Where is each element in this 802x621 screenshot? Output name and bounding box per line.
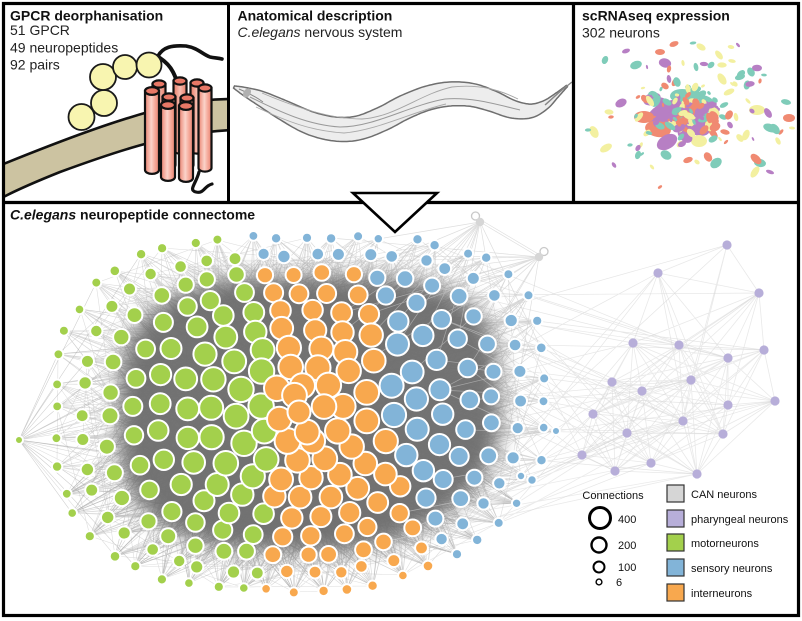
svg-text:302 neurons: 302 neurons bbox=[582, 25, 660, 41]
svg-text:motorneurons: motorneurons bbox=[691, 538, 759, 550]
svg-text:C.elegans neuropeptide connect: C.elegans neuropeptide connectome bbox=[10, 207, 255, 223]
svg-text:6: 6 bbox=[616, 577, 622, 589]
svg-text:92 pairs: 92 pairs bbox=[10, 57, 60, 73]
svg-text:Anatomical description: Anatomical description bbox=[238, 8, 393, 24]
svg-text:49 neuropeptides: 49 neuropeptides bbox=[10, 40, 118, 56]
svg-text:400: 400 bbox=[618, 514, 636, 526]
svg-text:100: 100 bbox=[618, 562, 636, 574]
svg-text:scRNAseq expression: scRNAseq expression bbox=[582, 8, 730, 24]
svg-text:pharyngeal neurons: pharyngeal neurons bbox=[691, 514, 789, 526]
svg-text:interneurons: interneurons bbox=[691, 588, 753, 600]
svg-text:sensory neurons: sensory neurons bbox=[691, 563, 773, 575]
svg-text:51 GPCR: 51 GPCR bbox=[10, 22, 70, 38]
svg-text:C.elegans nervous system: C.elegans nervous system bbox=[238, 24, 403, 40]
svg-text:200: 200 bbox=[618, 540, 636, 552]
svg-text:GPCR deorphanisation: GPCR deorphanisation bbox=[10, 8, 163, 24]
svg-text:CAN neurons: CAN neurons bbox=[691, 489, 758, 501]
svg-text:Connections: Connections bbox=[582, 490, 644, 502]
